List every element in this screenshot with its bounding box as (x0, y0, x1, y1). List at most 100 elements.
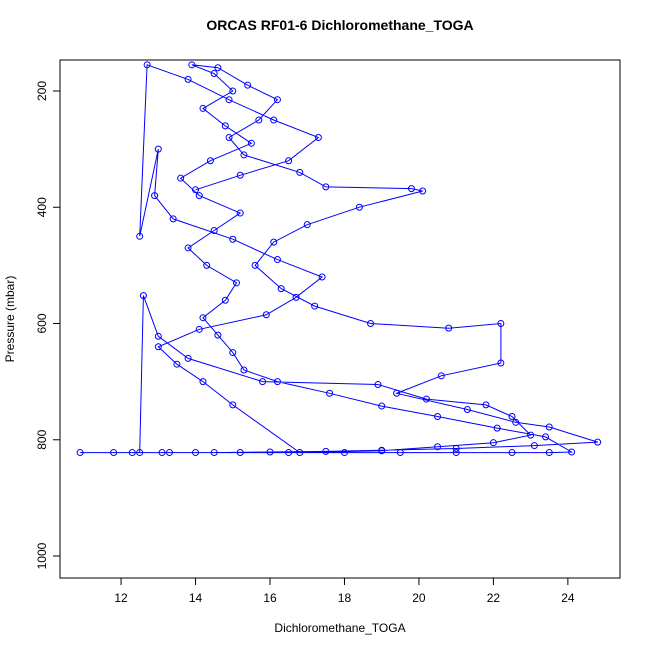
point (221, 296, 229, 304)
point (154, 145, 162, 153)
point (314, 133, 322, 141)
x-tick-label: 18 (338, 591, 352, 605)
point (154, 332, 162, 340)
y-tick-label: 200 (35, 81, 49, 101)
point (463, 406, 471, 414)
point (393, 389, 401, 397)
point (367, 320, 375, 328)
point (259, 378, 267, 386)
point (273, 378, 281, 386)
x-tick-label: 12 (114, 591, 128, 605)
point (266, 448, 274, 456)
point (151, 192, 159, 200)
point (169, 215, 177, 223)
point (527, 431, 535, 439)
point (273, 256, 281, 264)
point (247, 139, 255, 147)
point (165, 449, 173, 457)
point (270, 116, 278, 124)
point (419, 187, 427, 195)
point (497, 320, 505, 328)
point (452, 449, 460, 457)
point (262, 311, 270, 319)
x-tick-label: 20 (412, 591, 426, 605)
point (445, 324, 453, 332)
point (292, 293, 300, 301)
point (76, 449, 84, 457)
point (128, 449, 136, 457)
y-tick-label: 400 (35, 197, 49, 217)
point (452, 444, 460, 452)
point (236, 171, 244, 179)
point (229, 349, 237, 357)
point (508, 413, 516, 421)
point (318, 273, 326, 281)
point (158, 449, 166, 457)
point (407, 185, 415, 193)
point (296, 449, 304, 457)
x-tick-label: 16 (263, 591, 277, 605)
x-tick-label: 24 (561, 591, 575, 605)
point (594, 438, 602, 446)
point (203, 261, 211, 269)
point (285, 449, 293, 457)
point (270, 238, 278, 246)
y-tick-label: 800 (35, 429, 49, 449)
point (192, 186, 200, 194)
point (229, 401, 237, 409)
point (355, 203, 363, 211)
point (434, 413, 442, 421)
point (136, 232, 144, 240)
point (378, 447, 386, 455)
point (232, 279, 240, 287)
x-axis-label: Dichloromethane_TOGA (274, 621, 405, 635)
point (177, 174, 185, 182)
point (311, 302, 319, 310)
point (199, 314, 207, 322)
point (542, 433, 550, 441)
point (188, 61, 196, 69)
point (530, 442, 538, 450)
point (240, 151, 248, 159)
point (210, 226, 218, 234)
point (184, 354, 192, 362)
point (568, 448, 576, 456)
point (497, 359, 505, 367)
point (244, 81, 252, 89)
point (136, 449, 144, 457)
point (374, 381, 382, 389)
point (482, 401, 490, 409)
point (225, 96, 233, 104)
point (340, 449, 348, 457)
y-tick-label: 600 (35, 313, 49, 333)
y-tick-label: 1000 (35, 542, 49, 569)
point (214, 64, 222, 72)
point (508, 449, 516, 457)
point (285, 157, 293, 165)
point (251, 261, 259, 269)
point (493, 424, 501, 432)
x-tick-label: 14 (189, 591, 203, 605)
point (210, 70, 218, 78)
point (437, 372, 445, 380)
point (199, 104, 207, 112)
y-axis-label: Pressure (mbar) (3, 276, 17, 363)
series-line (80, 64, 598, 454)
point (512, 418, 520, 426)
point (195, 192, 203, 200)
point (322, 183, 330, 191)
point (236, 449, 244, 457)
point (545, 449, 553, 457)
point (225, 133, 233, 141)
point (545, 423, 553, 431)
chart-title: ORCAS RF01-6 Dichloromethane_TOGA (206, 17, 473, 33)
point (229, 87, 237, 95)
point (489, 439, 497, 447)
point (210, 449, 218, 457)
point (221, 122, 229, 130)
point (206, 157, 214, 165)
point (199, 378, 207, 386)
point (184, 244, 192, 252)
point (378, 402, 386, 410)
